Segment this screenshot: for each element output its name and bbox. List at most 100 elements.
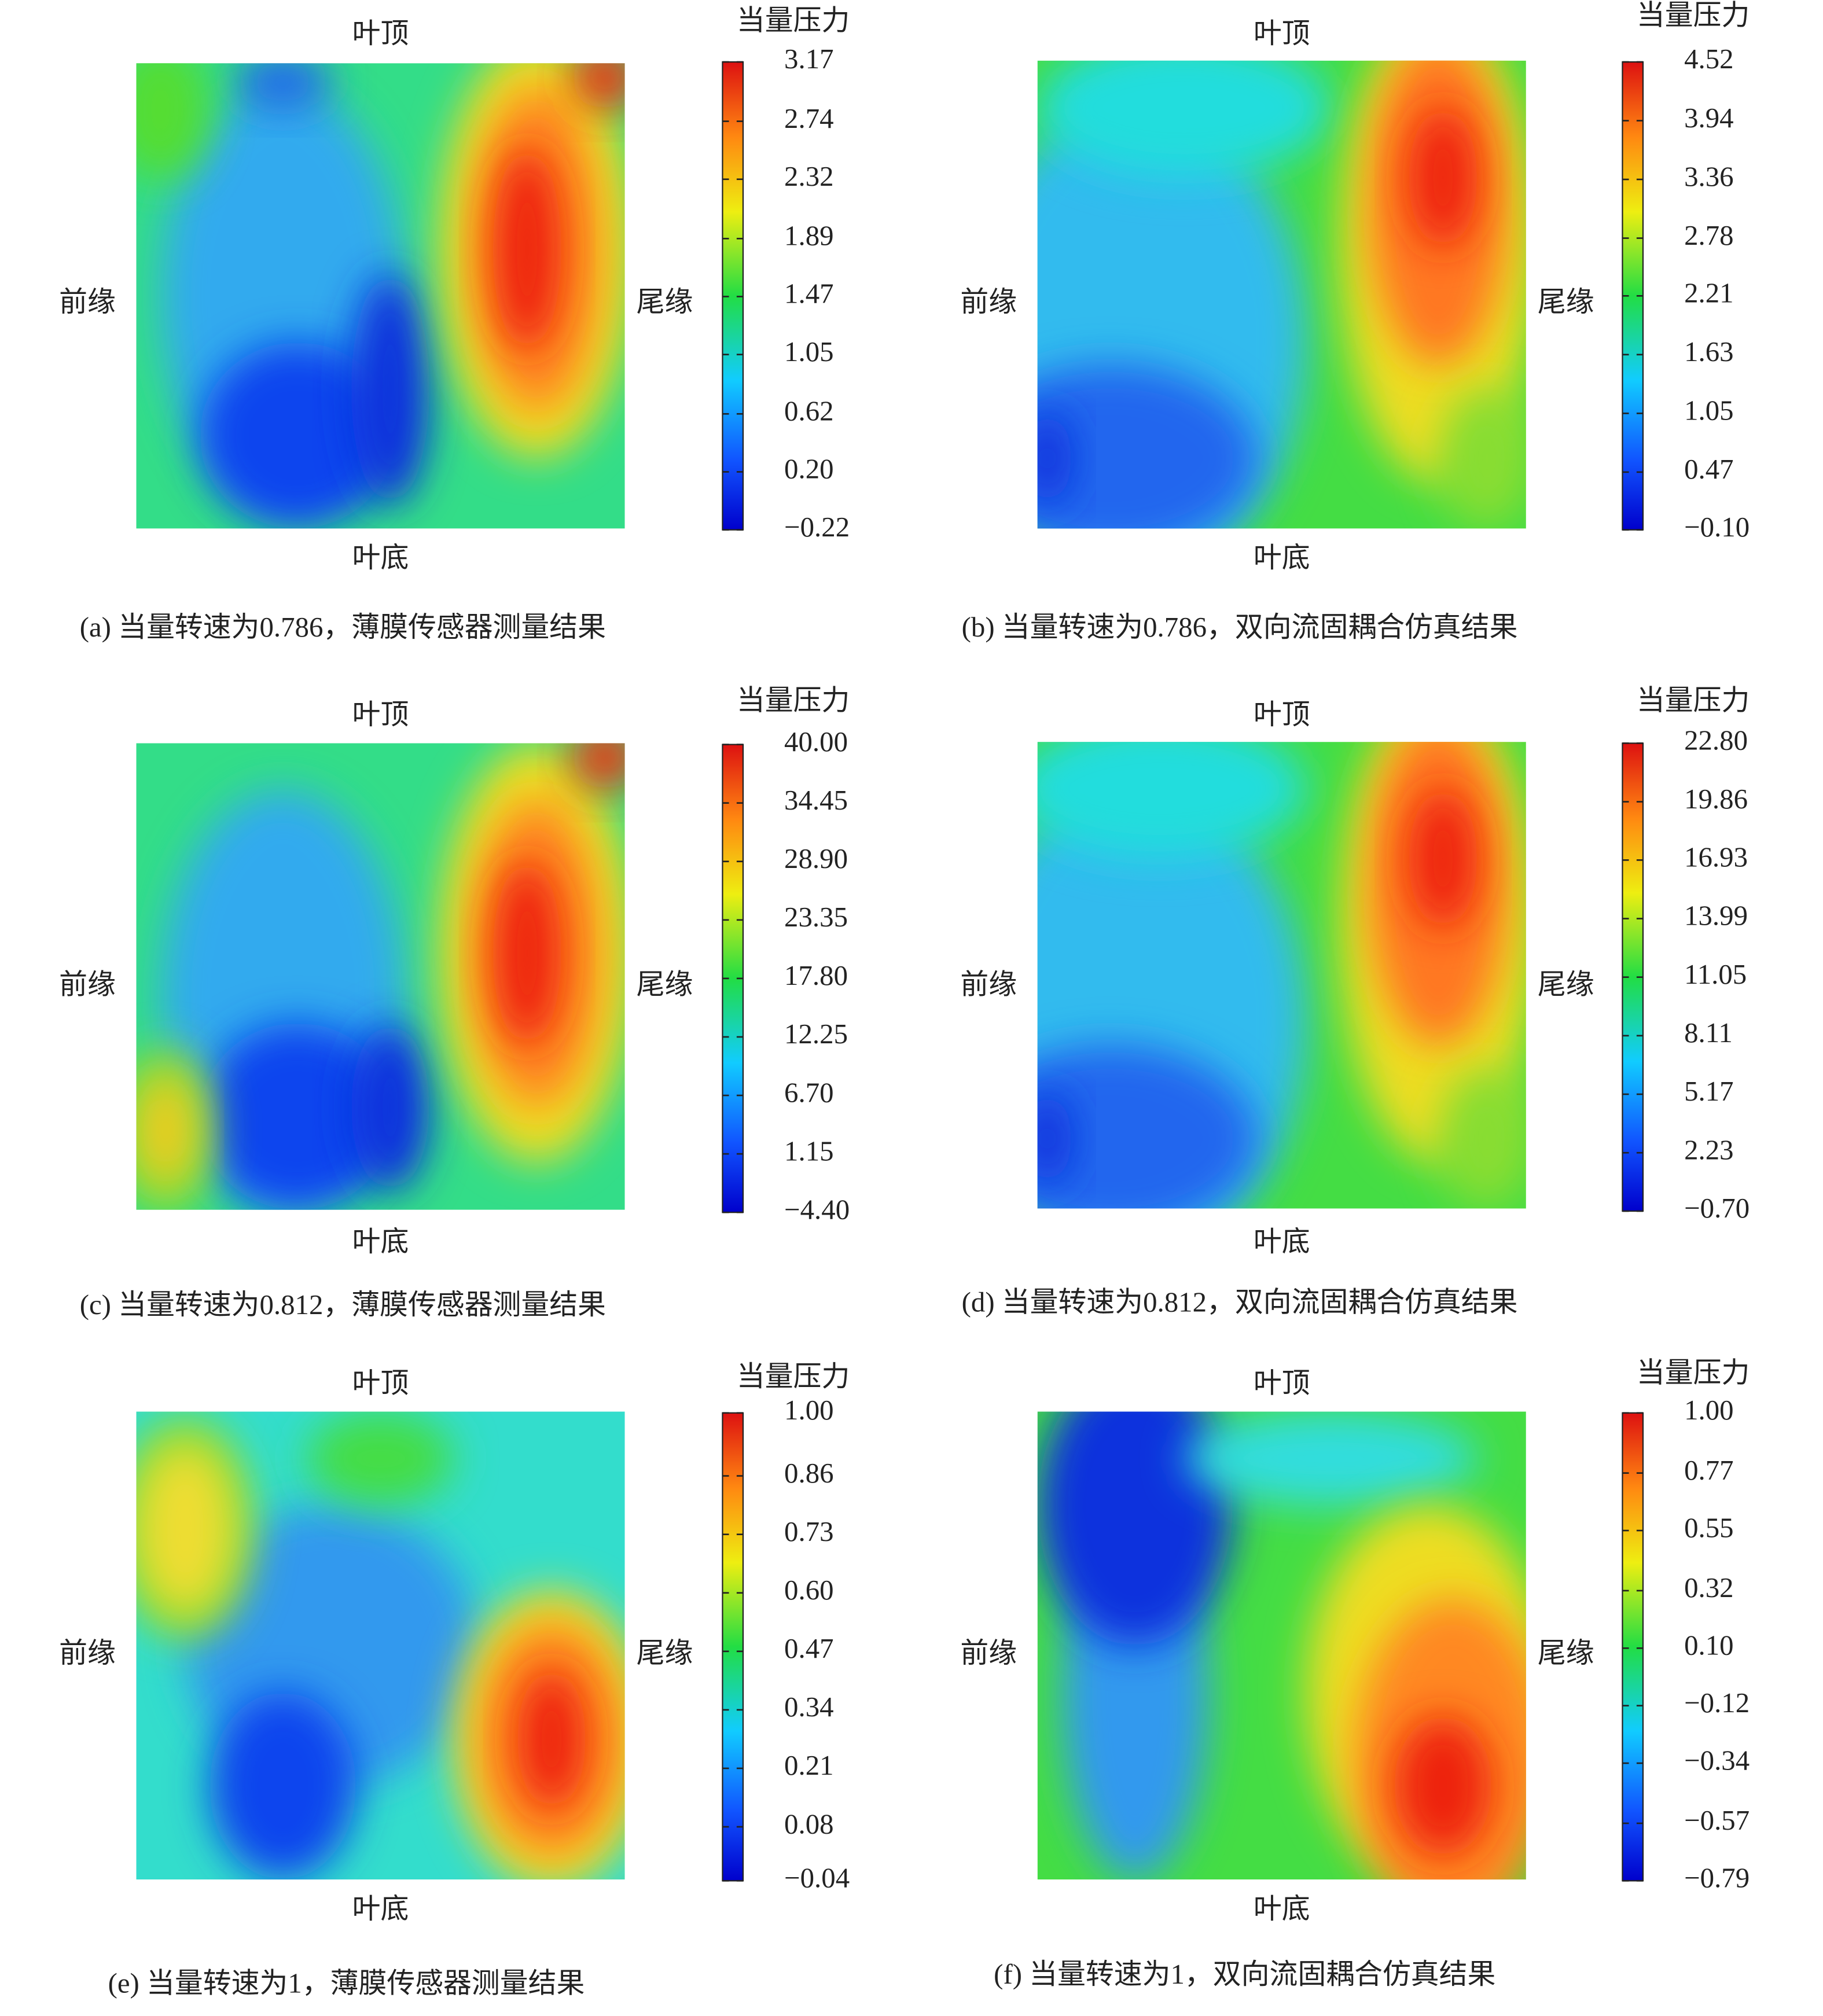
colorbar-tick-label: 0.47: [1684, 453, 1734, 485]
caption: (e) 当量转速为1，薄膜传感器测量结果: [108, 1967, 585, 1999]
colorbar-tick-label: 17.80: [784, 959, 848, 991]
field-blob: [492, 859, 561, 1047]
field-blob: [1037, 60, 1331, 178]
bottom-label: 叶底: [1254, 542, 1310, 573]
colorbar-tick-label: 1.00: [784, 1394, 834, 1426]
colorbar-tick-label: 1.47: [784, 278, 834, 310]
colorbar-tick-label: 1.15: [784, 1135, 834, 1167]
bottom-label: 叶底: [1254, 1226, 1310, 1257]
right-label: 尾缘: [637, 286, 693, 318]
colorbar-label: 当量压力: [737, 5, 850, 36]
left-label: 前缘: [960, 969, 1017, 1000]
colorbar-tick-label: 2.21: [1684, 277, 1734, 309]
colorbar-tick-label: 2.32: [784, 160, 834, 192]
colorbar-tick-label: 12.25: [784, 1018, 848, 1050]
colorbar-tick-label: −0.12: [1684, 1687, 1750, 1719]
bottom-label: 叶底: [352, 1893, 409, 1925]
bottom-label: 叶底: [352, 542, 409, 573]
field-blob: [234, 63, 332, 110]
colorbar-tick-label: −0.10: [1684, 511, 1750, 543]
bottom-label: 叶底: [1254, 1893, 1310, 1925]
colorbar-tick-label: 16.93: [1684, 841, 1748, 873]
caption: (c) 当量转速为0.812，薄膜传感器测量结果: [80, 1289, 606, 1320]
field-blob: [1037, 411, 1072, 505]
field-blob: [492, 146, 561, 352]
field-blob: [1438, 388, 1526, 529]
field-blob: [136, 1444, 234, 1613]
colorbar-tick-label: 0.47: [784, 1632, 834, 1664]
colorbar-tick-label: 6.70: [784, 1076, 834, 1108]
top-label: 叶顶: [352, 698, 409, 730]
colorbar-tick-label: 2.23: [1684, 1134, 1734, 1165]
right-label: 尾缘: [1538, 286, 1594, 318]
left-label: 前缘: [59, 286, 116, 318]
colorbar-tick-label: 3.36: [1684, 160, 1734, 192]
contour-field: [1037, 60, 1526, 529]
colorbar-label: 当量压力: [737, 1360, 850, 1392]
field-blob: [351, 273, 429, 506]
top-label: 叶顶: [1254, 698, 1310, 730]
colorbar-label: 当量压力: [1637, 0, 1750, 31]
colorbar-tick-label: 0.62: [784, 395, 834, 426]
colorbar-tick-label: 2.74: [784, 102, 834, 134]
colorbar-label: 当量压力: [737, 685, 850, 716]
left-label: 前缘: [960, 286, 1017, 318]
field-blob: [1394, 1716, 1492, 1856]
right-label: 尾缘: [637, 1637, 693, 1669]
colorbar-tick-label: 0.86: [784, 1457, 834, 1489]
colorbar-tick-label: 0.34: [784, 1691, 834, 1723]
colorbar-tick-label: 23.35: [784, 901, 848, 933]
bottom-label: 叶底: [352, 1226, 409, 1257]
field-blob: [1184, 1411, 1477, 1506]
colorbar-tick-label: 3.17: [784, 43, 834, 75]
colorbar-tick-label: −0.04: [784, 1862, 850, 1894]
caption: (f) 当量转速为1，双向流固耦合仿真结果: [994, 1958, 1495, 1990]
field-blob: [1409, 788, 1477, 929]
colorbar-tick-label: 28.90: [784, 843, 848, 874]
contour-field: [1037, 742, 1526, 1209]
colorbar-tick-label: 3.94: [1684, 102, 1734, 134]
colorbar-tick-label: 22.80: [1684, 724, 1748, 756]
field-blob: [1438, 1068, 1526, 1209]
field-blob: [571, 743, 625, 790]
colorbar-tick-label: −0.22: [784, 511, 850, 543]
colorbar-tick-label: −0.57: [1684, 1804, 1750, 1836]
field-blob: [200, 1023, 395, 1210]
field-blob: [517, 1669, 586, 1809]
top-label: 叶顶: [352, 17, 409, 49]
field-blob: [1409, 107, 1477, 248]
caption: (d) 当量转速为0.812，双向流固耦合仿真结果: [962, 1286, 1518, 1318]
colorbar-label: 当量压力: [1637, 685, 1750, 716]
colorbar-tick-label: −0.70: [1684, 1192, 1750, 1224]
colorbar-label: 当量压力: [1637, 1357, 1750, 1389]
contour-field: [136, 63, 625, 529]
colorbar-tick-label: 0.20: [784, 453, 834, 485]
colorbar-tick-label: 8.11: [1684, 1017, 1733, 1049]
contour-field: [136, 1411, 625, 1880]
colorbar-tick-label: 2.78: [1684, 219, 1734, 251]
colorbar-tick-label: 34.45: [784, 784, 848, 816]
field-blob: [200, 342, 395, 529]
field-blob: [307, 1411, 454, 1506]
field-blob: [1037, 365, 1258, 529]
colorbar-tick-label: 19.86: [1684, 783, 1748, 815]
field-blob: [210, 1692, 356, 1880]
colorbar-tick-label: 0.73: [784, 1515, 834, 1547]
colorbar-tick-label: 1.89: [784, 220, 834, 252]
colorbar-tick-label: 4.52: [1684, 43, 1734, 75]
contour-field: [1037, 1411, 1526, 1880]
top-label: 叶顶: [352, 1367, 409, 1399]
colorbar-tick-label: 11.05: [1684, 958, 1747, 990]
caption: (b) 当量转速为0.786，双向流固耦合仿真结果: [962, 611, 1518, 643]
top-label: 叶顶: [1254, 1367, 1310, 1399]
colorbar-tick-label: 1.00: [1684, 1394, 1734, 1426]
colorbar-tick-label: −4.40: [784, 1193, 850, 1225]
colorbar-tick-label: −0.79: [1684, 1862, 1750, 1894]
colorbar: [722, 1412, 744, 1882]
field-blob: [136, 1074, 195, 1187]
colorbar: [1622, 1412, 1644, 1882]
colorbar-tick-label: 13.99: [1684, 900, 1748, 932]
colorbar-tick-label: 0.32: [1684, 1572, 1734, 1603]
left-label: 前缘: [960, 1637, 1017, 1669]
